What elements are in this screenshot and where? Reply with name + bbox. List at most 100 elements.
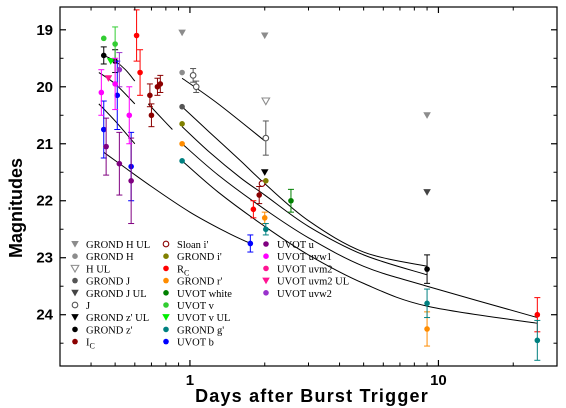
legend-label: IC [86,338,95,351]
series-18 [103,117,135,225]
legend-label: UVOT b [177,338,214,349]
legend-marker [263,241,269,247]
x-tick-label: 1 [186,372,194,389]
series-22 [116,52,123,88]
legend-label: H UL [86,264,110,275]
legend-label: GROND J [86,277,130,288]
legend-label: GROND z' [86,325,133,336]
legend-entry: UVOT uvm2 [263,264,333,275]
legend-label: GROND g' [177,325,224,336]
fit-curve-3 [98,103,136,145]
x-axis-title: Days after Burst Trigger [195,386,429,406]
legend-label: UVOT v UL [177,313,230,324]
legend-label: UVOT uvm2 UL [277,277,349,288]
data-point [100,126,107,133]
legend-marker [72,277,78,284]
data-point [179,121,185,127]
fit-curve-5 [181,77,266,142]
data-point [262,134,270,142]
series-5 [189,68,270,156]
legend-marker [162,240,170,248]
series-10 [179,121,269,184]
y-tick-label: 20 [36,79,53,96]
y-tick-label: 21 [36,136,53,153]
legend-marker [163,338,169,345]
data-point [534,337,541,344]
legend-marker [263,290,269,296]
legend-entry: UVOT v [163,301,215,312]
data-point [192,83,200,91]
legend-marker [72,326,78,333]
legend-label: GROND H UL [86,240,150,251]
series-21 [104,75,113,82]
data-point [423,112,431,119]
series-1 [179,69,185,76]
data-point [189,72,197,79]
legend-entry: UVOT v UL [162,313,230,324]
y-tick-label: 22 [36,193,53,210]
legend-entry: GROND H [72,252,134,263]
data-point [424,300,430,307]
data-point [137,69,143,76]
data-point [261,215,268,221]
legend-marker [162,314,170,321]
legend-label: UVOT v [177,301,215,312]
fit-curve-9 [181,160,538,324]
legend-label: GROND J UL [86,289,147,300]
data-point [98,89,105,96]
data-point [157,81,164,87]
series-3 [179,103,185,110]
fit-curve-1 [103,54,136,82]
data-point [288,197,294,204]
legend-marker [163,326,169,333]
series-14 [100,26,119,62]
data-point [260,32,269,40]
legend-entry: UVOT u [263,240,315,251]
legend-entry: UVOT uvm2 UL [262,277,349,288]
data-point [106,58,115,65]
legend-entry: UVOT uvw2 [263,289,332,300]
legend-entry: GROND J [72,277,130,288]
legend-entry: H UL [70,264,110,275]
legend-marker [163,253,169,259]
legend-entry: UVOT white [163,289,232,300]
series-11 [133,9,541,333]
series-7 [100,46,431,284]
data-point [100,52,107,59]
data-point [100,35,107,42]
data-point [258,180,266,188]
data-point [104,75,113,82]
series-8 [146,74,263,205]
series-4 [423,189,431,196]
legend-entry: GROND r' [163,277,222,288]
data-point [133,32,140,39]
data-point [260,169,269,176]
series-12 [179,140,431,347]
legend-marker [262,277,270,285]
data-point [178,29,186,37]
data-point [126,112,133,119]
legend-label: J [86,301,90,312]
legend-label: UVOT white [177,289,232,300]
data-point [112,81,118,87]
legend-marker [71,314,79,321]
legend-label: UVOT uvw1 [277,252,332,263]
data-point [116,66,123,73]
legend-entry: GROND H UL [71,240,150,251]
data-point [263,178,269,184]
legend-marker [70,264,80,274]
data-point [179,103,185,110]
data-point [423,189,431,196]
y-axis-title: Magnitudes [6,158,26,258]
data-point [128,178,134,184]
data-point [103,143,109,150]
fit-curve-10 [103,151,251,244]
data-point [424,326,430,332]
legend-entry: GROND z' [72,325,133,336]
legend-entry: Sloan i' [162,240,208,251]
data-point [116,160,123,167]
data-point [112,41,118,47]
data-point [179,140,185,147]
